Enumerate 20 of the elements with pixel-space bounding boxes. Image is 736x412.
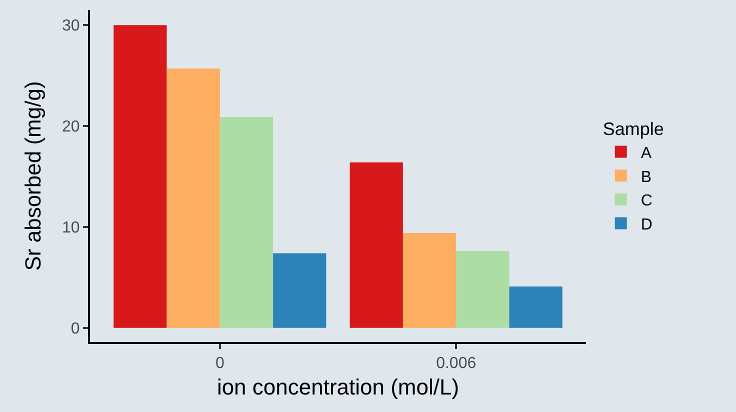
legend-label: A [640, 145, 652, 162]
bar [456, 251, 510, 328]
bar [350, 162, 403, 328]
y-tick-label: 10 [62, 220, 80, 237]
y-tick-label: 30 [62, 18, 80, 35]
legend-label: D [640, 216, 652, 234]
bar [220, 116, 274, 328]
bar [166, 68, 220, 328]
y-tick-label: 20 [62, 118, 80, 136]
y-axis-title: Sr absorbed (mg/g) [20, 81, 46, 271]
legend-label: C [640, 192, 652, 210]
bar [273, 253, 326, 328]
bar [402, 233, 456, 328]
y-tick-label: 0 [70, 320, 80, 338]
bar [114, 25, 167, 328]
legend-label: B [640, 168, 652, 186]
x-tick-label: 0.006 [436, 355, 476, 372]
bar [509, 286, 562, 328]
legend-title: Sample [602, 118, 664, 139]
x-axis-title: ion concentration (mol/L) [216, 374, 460, 400]
